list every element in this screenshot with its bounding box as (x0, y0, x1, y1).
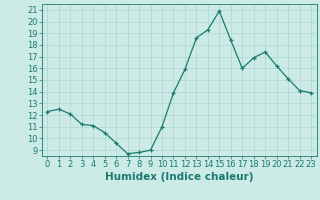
X-axis label: Humidex (Indice chaleur): Humidex (Indice chaleur) (105, 172, 253, 182)
